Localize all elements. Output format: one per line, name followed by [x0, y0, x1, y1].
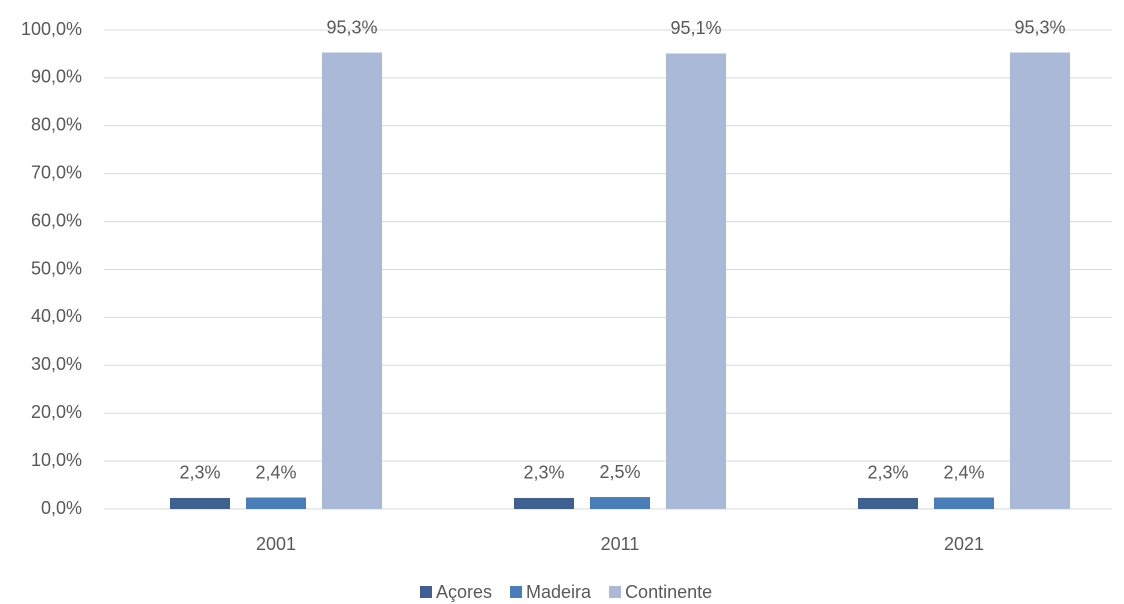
y-tick-label: 70,0%: [31, 162, 82, 182]
bar: [666, 53, 726, 509]
data-label: 2,3%: [179, 463, 220, 483]
y-tick-label: 10,0%: [31, 450, 82, 470]
y-tick-label: 90,0%: [31, 67, 82, 87]
legend-label: Continente: [625, 582, 712, 602]
bar: [514, 497, 574, 509]
bar: [170, 497, 230, 509]
bar: [934, 497, 994, 509]
data-label: 2,5%: [599, 462, 640, 482]
legend-swatch: [510, 586, 523, 598]
data-label: 95,3%: [1014, 17, 1065, 37]
x-tick-label: 2021: [944, 534, 984, 554]
legend-label: Açores: [436, 582, 492, 602]
y-tick-label: 20,0%: [31, 402, 82, 422]
legend-swatch: [609, 586, 622, 598]
y-tick-label: 100,0%: [21, 19, 82, 39]
legend-label: Madeira: [526, 582, 592, 602]
legend-swatch: [420, 586, 432, 598]
bar: [590, 497, 650, 509]
data-label: 95,3%: [326, 17, 377, 37]
y-tick-label: 80,0%: [31, 115, 82, 135]
bar: [322, 52, 382, 509]
data-label: 95,1%: [670, 18, 721, 38]
bar: [858, 497, 918, 509]
bar: [1010, 52, 1070, 509]
y-tick-label: 60,0%: [31, 210, 82, 230]
x-tick-label: 2001: [256, 534, 296, 554]
y-tick-label: 30,0%: [31, 354, 82, 374]
data-label: 2,3%: [523, 463, 564, 483]
data-label: 2,4%: [943, 462, 984, 482]
data-label: 2,3%: [867, 463, 908, 483]
x-tick-label: 2011: [601, 534, 640, 554]
y-tick-label: 40,0%: [31, 306, 82, 326]
y-tick-label: 50,0%: [31, 258, 82, 278]
y-tick-label: 0,0%: [41, 498, 82, 518]
data-label: 2,4%: [255, 462, 296, 482]
bar: [246, 497, 306, 509]
